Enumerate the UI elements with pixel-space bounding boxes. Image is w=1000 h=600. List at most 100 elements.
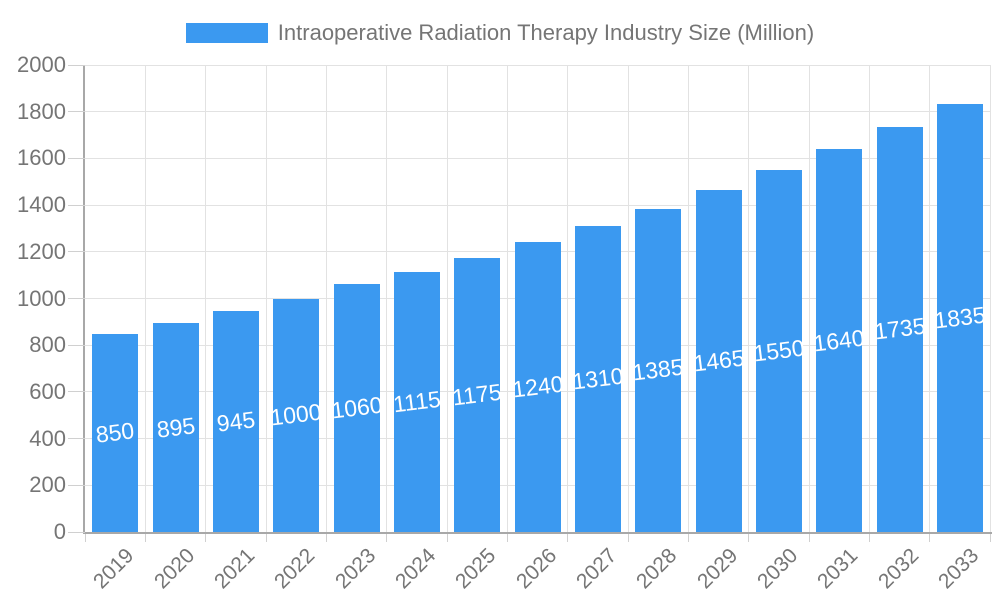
gridline-v-12 (808, 65, 810, 532)
y-tick-label-1200: 1200 (17, 238, 66, 264)
x-tick-label-2023: 2023 (330, 544, 380, 594)
x-tick-5 (386, 534, 388, 542)
gridline-v-8 (567, 65, 569, 532)
bar-2032[interactable] (876, 126, 923, 532)
x-tick-label-2030: 2030 (752, 544, 803, 594)
gridline-v-14 (929, 65, 931, 532)
x-tick-4 (325, 534, 327, 542)
bar-2021[interactable] (212, 311, 259, 532)
y-tick-label-200: 200 (29, 472, 66, 498)
bar-value-label-2020: 895 (154, 411, 197, 443)
x-tick-7 (506, 534, 508, 542)
gridline-v-10 (687, 65, 689, 532)
legend[interactable]: Intraoperative Radiation Therapy Industr… (0, 20, 1000, 46)
gridline-v-2 (205, 65, 207, 532)
x-tick-15 (989, 534, 991, 542)
y-tick-200 (68, 484, 85, 486)
y-tick-label-1600: 1600 (17, 145, 66, 171)
gridline-h-2000 (85, 64, 990, 66)
x-tick-label-2028: 2028 (632, 544, 682, 594)
x-tick-3 (265, 534, 267, 542)
x-tick-label-2019: 2019 (89, 544, 139, 594)
gridline-h-1600 (85, 157, 990, 159)
y-axis-line (83, 65, 85, 534)
x-tick-label-2033: 2033 (933, 544, 984, 594)
bar-value-label-2024: 1115 (391, 385, 443, 418)
bar-value-label-2021: 945 (215, 405, 257, 437)
y-tick-label-2000: 2000 (17, 52, 66, 77)
x-tick-14 (929, 534, 931, 542)
bar-2031[interactable] (816, 149, 863, 532)
y-tick-label-800: 800 (29, 332, 66, 358)
bar-2033[interactable] (936, 103, 983, 532)
x-tick-13 (868, 534, 870, 542)
gridline-v-1 (144, 65, 146, 532)
gridline-h-1400 (85, 204, 990, 206)
y-tick-1800 (68, 111, 85, 113)
gridline-v-11 (748, 65, 750, 532)
x-tick-label-2025: 2025 (451, 544, 501, 594)
x-tick-1 (144, 534, 146, 542)
x-tick-9 (627, 534, 629, 542)
gridline-v-3 (265, 65, 267, 532)
bar-2028[interactable] (635, 208, 682, 532)
x-tick-2 (205, 534, 207, 542)
x-tick-12 (808, 534, 810, 542)
legend-title: Intraoperative Radiation Therapy Industr… (277, 20, 815, 45)
x-tick-6 (446, 534, 448, 542)
gridline-v-6 (446, 65, 448, 532)
bar-value-label-2019: 850 (94, 417, 136, 448)
bar-2029[interactable] (695, 189, 742, 532)
y-tick-1200 (68, 251, 85, 253)
x-tick-label-2027: 2027 (571, 544, 622, 594)
legend-swatch (185, 23, 268, 43)
x-tick-label-2029: 2029 (692, 544, 742, 594)
y-tick-1400 (68, 204, 85, 206)
x-tick-10 (687, 534, 689, 542)
x-tick-label-2024: 2024 (390, 544, 441, 594)
bar-2030[interactable] (755, 170, 802, 532)
gridline-v-9 (627, 65, 629, 532)
plot-area: 850 895 945 1000 1060 1115 1175 1240 1310 1385 146… (85, 64, 991, 532)
gridline-v-4 (325, 65, 327, 532)
y-tick-400 (68, 438, 85, 440)
y-tick-600 (68, 391, 85, 393)
x-tick-11 (748, 534, 750, 542)
y-tick-800 (68, 344, 85, 346)
x-tick-8 (567, 534, 569, 542)
x-tick-label-2020: 2020 (149, 544, 199, 594)
y-tick-label-1800: 1800 (17, 98, 66, 124)
y-tick-label-1400: 1400 (17, 192, 66, 218)
bar-2023[interactable] (333, 284, 380, 532)
x-tick-label-2022: 2022 (270, 544, 320, 594)
x-tick-label-2031: 2031 (813, 544, 863, 594)
y-tick-1600 (68, 157, 85, 159)
y-tick-label-1000: 1000 (17, 285, 66, 311)
y-tick-label-400: 400 (29, 425, 66, 451)
gridline-v-5 (386, 65, 388, 532)
bar-2019[interactable] (92, 333, 139, 532)
bar-value-label-2031: 1640 (812, 323, 867, 357)
x-tick-label-2026: 2026 (511, 544, 561, 594)
gridline-v-13 (868, 65, 870, 532)
x-tick-0 (84, 534, 86, 542)
bar-2024[interactable] (393, 271, 440, 532)
bar-2025[interactable] (454, 257, 501, 532)
gridline-h-1800 (85, 111, 990, 113)
y-tick-0 (68, 531, 85, 533)
bar-value-label-2025: 1175 (450, 378, 504, 411)
y-tick-label-600: 600 (29, 378, 66, 404)
y-tick-2000 (68, 64, 85, 66)
gridline-v-15 (989, 65, 991, 532)
x-tick-label-2021: 2021 (209, 544, 260, 594)
bar-2027[interactable] (574, 226, 621, 532)
bar-value-label-2033: 1835 (932, 301, 987, 334)
x-tick-label-2032: 2032 (873, 544, 923, 594)
bar-2022[interactable] (273, 298, 320, 532)
bar-2026[interactable] (514, 242, 561, 532)
bar-2020[interactable] (152, 323, 199, 532)
y-tick-label-0: 0 (53, 519, 66, 544)
y-tick-1000 (68, 298, 85, 299)
x-axis-line (83, 532, 992, 534)
